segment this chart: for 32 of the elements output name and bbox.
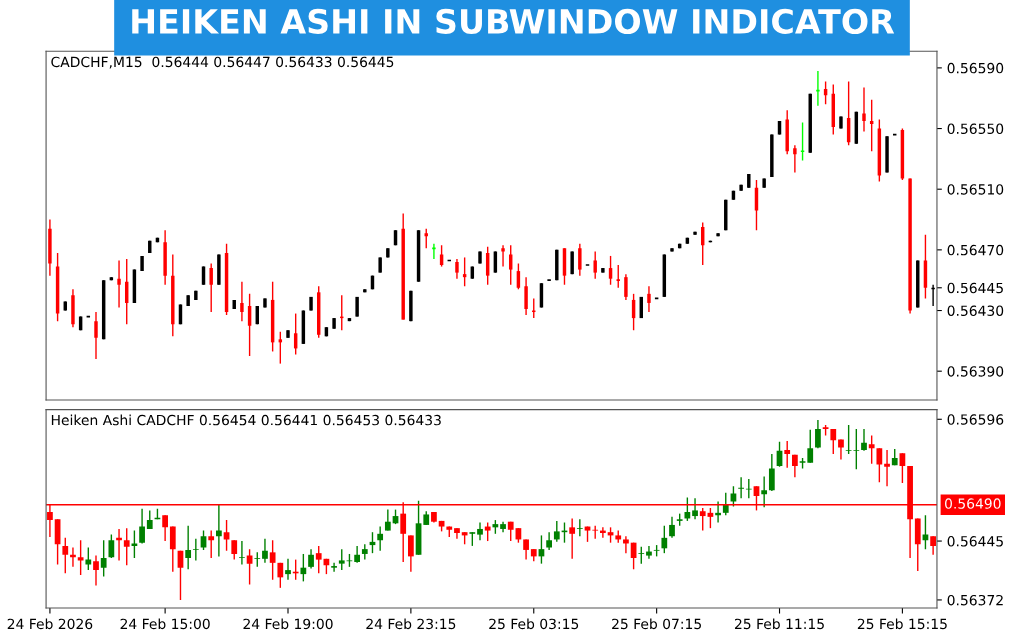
y-tick-label: 0.56470 xyxy=(947,244,1004,256)
y-tick-label: 0.56550 xyxy=(947,123,1004,135)
x-tick-label: 25 Feb 11:15 xyxy=(734,618,824,630)
y-tick-label: 0.56590 xyxy=(947,62,1004,74)
y-tick-label: 0.56445 xyxy=(947,536,1003,547)
candlestick xyxy=(338,548,345,571)
candlestick xyxy=(269,539,276,581)
chart-title: HEIKEN ASHI IN SUBWINDOW INDICATOR xyxy=(132,8,895,34)
x-tick-label: 24 Feb 19:00 xyxy=(243,618,333,630)
candlestick xyxy=(593,250,597,280)
y-tick-label: 0.56445 xyxy=(947,282,1003,294)
y-tick-label: 0.56510 xyxy=(947,184,1004,195)
x-tick-label: 24 Feb 23:15 xyxy=(366,618,456,630)
candlestick xyxy=(724,199,728,231)
y-tick-label: 0.56430 xyxy=(947,305,1004,316)
candlestick xyxy=(555,249,559,281)
x-tick-label: 25 Feb 07:15 xyxy=(612,618,701,630)
chart-title: Heiken Ashi CADCHF 0.56454 0.56441 0.56453 0.56433 xyxy=(51,414,441,426)
y-tick-label: 0.56372 xyxy=(947,594,1003,606)
x-tick-label: 24 Feb 2026 xyxy=(7,618,93,630)
ref-line-label: 0.56490 xyxy=(945,498,1001,509)
candlestick xyxy=(409,290,413,322)
chart-subtitle: CADCHF,M15 0.56444 0.56447 0.56433 0.56445 xyxy=(51,56,394,69)
x-tick-label: 25 Feb 03:15 xyxy=(489,618,579,630)
candlestick xyxy=(315,545,322,575)
y-tick-label: 0.56596 xyxy=(947,414,1004,425)
candlestick xyxy=(639,296,644,319)
x-tick-label: 25 Feb 15:15 xyxy=(857,618,947,630)
y-tick-label: 0.56390 xyxy=(947,366,1004,377)
x-tick-label: 24 Feb 15:00 xyxy=(120,618,210,630)
candlestick xyxy=(140,255,144,272)
candlestick xyxy=(123,527,130,566)
